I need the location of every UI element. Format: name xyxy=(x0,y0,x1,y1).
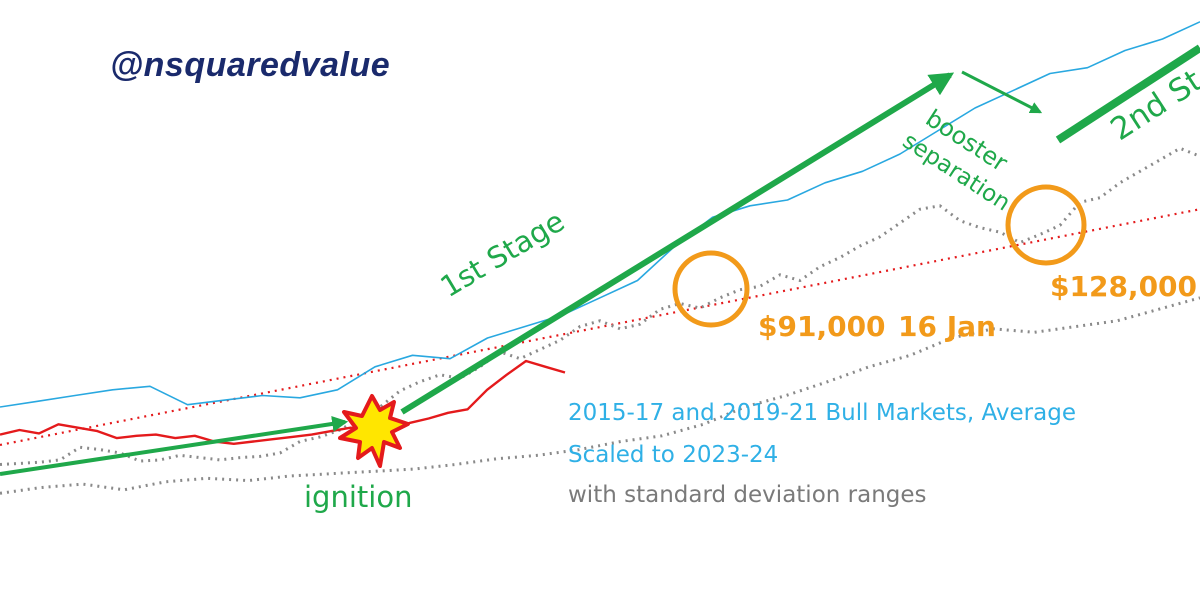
note-line-1: 2015-17 and 2019-21 Bull Markets, Averag… xyxy=(568,400,1076,426)
second-stage-arrow xyxy=(1055,44,1200,144)
ignition-burst-icon xyxy=(338,394,410,468)
note-line-2: Scaled to 2023-24 xyxy=(568,442,779,468)
average-bull-market-line xyxy=(0,21,1200,408)
first-stage-arrow xyxy=(400,72,955,415)
ignition-label: ignition xyxy=(304,480,413,514)
price-label-128000: $128,000 xyxy=(1050,270,1198,303)
author-handle: @nsquaredvalue xyxy=(110,46,391,84)
separation-arrow xyxy=(961,70,1043,114)
price-label-91000: $91,000 xyxy=(758,310,886,343)
date-label-16-jan: 16 Jan xyxy=(898,310,996,343)
upper-band-line xyxy=(0,146,1200,466)
target-circle-128000 xyxy=(1005,184,1087,266)
ignition-arrow xyxy=(0,415,349,476)
note-line-3: with standard deviation ranges xyxy=(568,482,927,508)
lower-band-line xyxy=(0,296,1200,495)
actual-price-line xyxy=(0,359,566,445)
target-circle-91000 xyxy=(672,250,750,328)
trend-line xyxy=(0,208,1200,447)
